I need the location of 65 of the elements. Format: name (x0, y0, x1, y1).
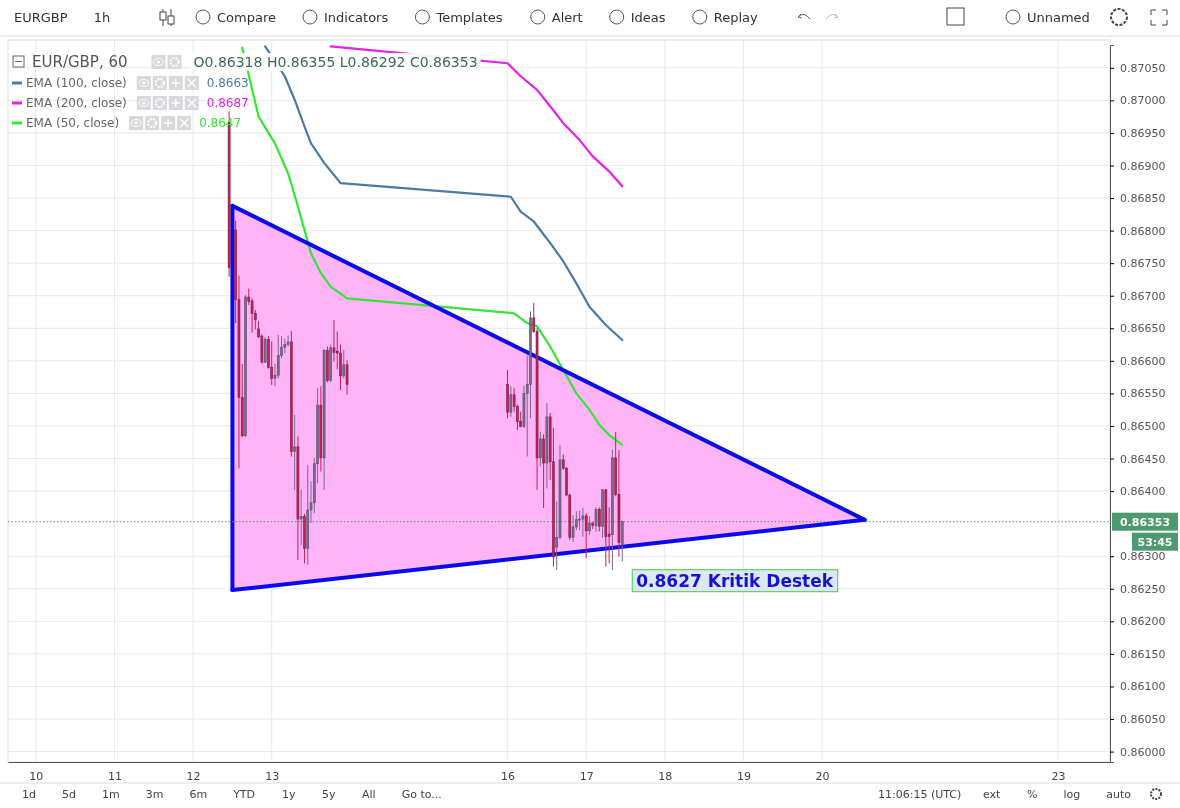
text: Indicators (323, 10, 389, 25)
text: log (1063, 788, 1081, 801)
text: Templates (435, 10, 503, 25)
text: Ideas (630, 10, 666, 25)
text: 11:06:15 (UTC) (878, 788, 962, 801)
text: O0.86318 H0.86355 L0.86292 C0.86353 (193, 54, 478, 70)
text: Unnamed (1027, 10, 1090, 25)
text: Replay (713, 10, 759, 25)
annotation: 0.8663 (206, 76, 249, 90)
x-tick-label: 10 (29, 769, 44, 783)
y-tick-label: 0.86450 (1120, 452, 1166, 466)
legend-label: EMA (200, close) (26, 96, 127, 110)
legend-label: EMA (50, close) (26, 116, 120, 130)
x-tick-label: 11 (107, 769, 122, 783)
text: % (1027, 788, 1038, 801)
y-tick-label: 0.86500 (1120, 419, 1166, 433)
y-tick-label: 0.86900 (1120, 159, 1166, 173)
x-tick-label: 20 (815, 769, 830, 783)
text: 5d (61, 788, 76, 801)
x-tick-label: 17 (579, 769, 594, 783)
text: 3m (145, 788, 164, 801)
y-tick-label: 0.87000 (1120, 94, 1166, 108)
text: 5y (322, 788, 337, 801)
ref-line-label: 0.86353 (1119, 515, 1171, 529)
text: All (362, 788, 376, 801)
y-tick-label: 0.86050 (1120, 713, 1166, 727)
y-tick-label: 0.86700 (1120, 289, 1166, 303)
legend-label: EMA (100, close) (26, 76, 127, 90)
text: Go to... (401, 788, 442, 801)
text: Alert (551, 10, 583, 25)
x-tick-label: 23 (1051, 769, 1066, 783)
y-tick-label: 0.86600 (1120, 354, 1166, 368)
text: 1m (101, 788, 120, 801)
text: YTD (232, 788, 256, 801)
y-tick-label: 0.86150 (1120, 647, 1166, 661)
text: EURGBP (14, 10, 68, 25)
y-tick-label: 0.86550 (1120, 387, 1166, 401)
annotation: 0.8687 (206, 96, 249, 110)
y-tick-label: 0.86200 (1120, 615, 1166, 629)
y-tick-label: 0.86750 (1120, 257, 1166, 271)
y-tick-label: 0.86100 (1120, 680, 1166, 694)
text: 1y (282, 788, 297, 801)
annotation: 0.8627 Kritik Destek (636, 570, 834, 591)
text: 53:45 (1137, 535, 1173, 549)
text: 6m (189, 788, 208, 801)
text: EUR/GBP, 60 (32, 53, 128, 71)
y-tick-label: 0.86800 (1120, 224, 1166, 238)
x-tick-label: 12 (186, 769, 201, 783)
text: auto (1106, 788, 1132, 801)
y-tick-label: 0.86950 (1120, 126, 1166, 140)
x-tick-label: 13 (265, 769, 280, 783)
y-tick-label: 0.86850 (1120, 192, 1166, 206)
text: 1d (22, 788, 36, 801)
text: Compare (217, 10, 276, 25)
y-tick-label: 0.87050 (1120, 61, 1166, 75)
x-tick-label: 18 (658, 769, 673, 783)
text: ext (983, 788, 1002, 801)
text: 1h (93, 10, 111, 25)
x-tick-label: 16 (501, 769, 516, 783)
y-tick-label: 0.86000 (1120, 745, 1166, 759)
y-tick-label: 0.86400 (1120, 485, 1166, 499)
y-tick-label: 0.86650 (1120, 322, 1166, 336)
y-tick-label: 0.86300 (1120, 550, 1166, 564)
x-tick-label: 19 (736, 769, 751, 783)
y-tick-label: 0.86250 (1120, 582, 1166, 596)
